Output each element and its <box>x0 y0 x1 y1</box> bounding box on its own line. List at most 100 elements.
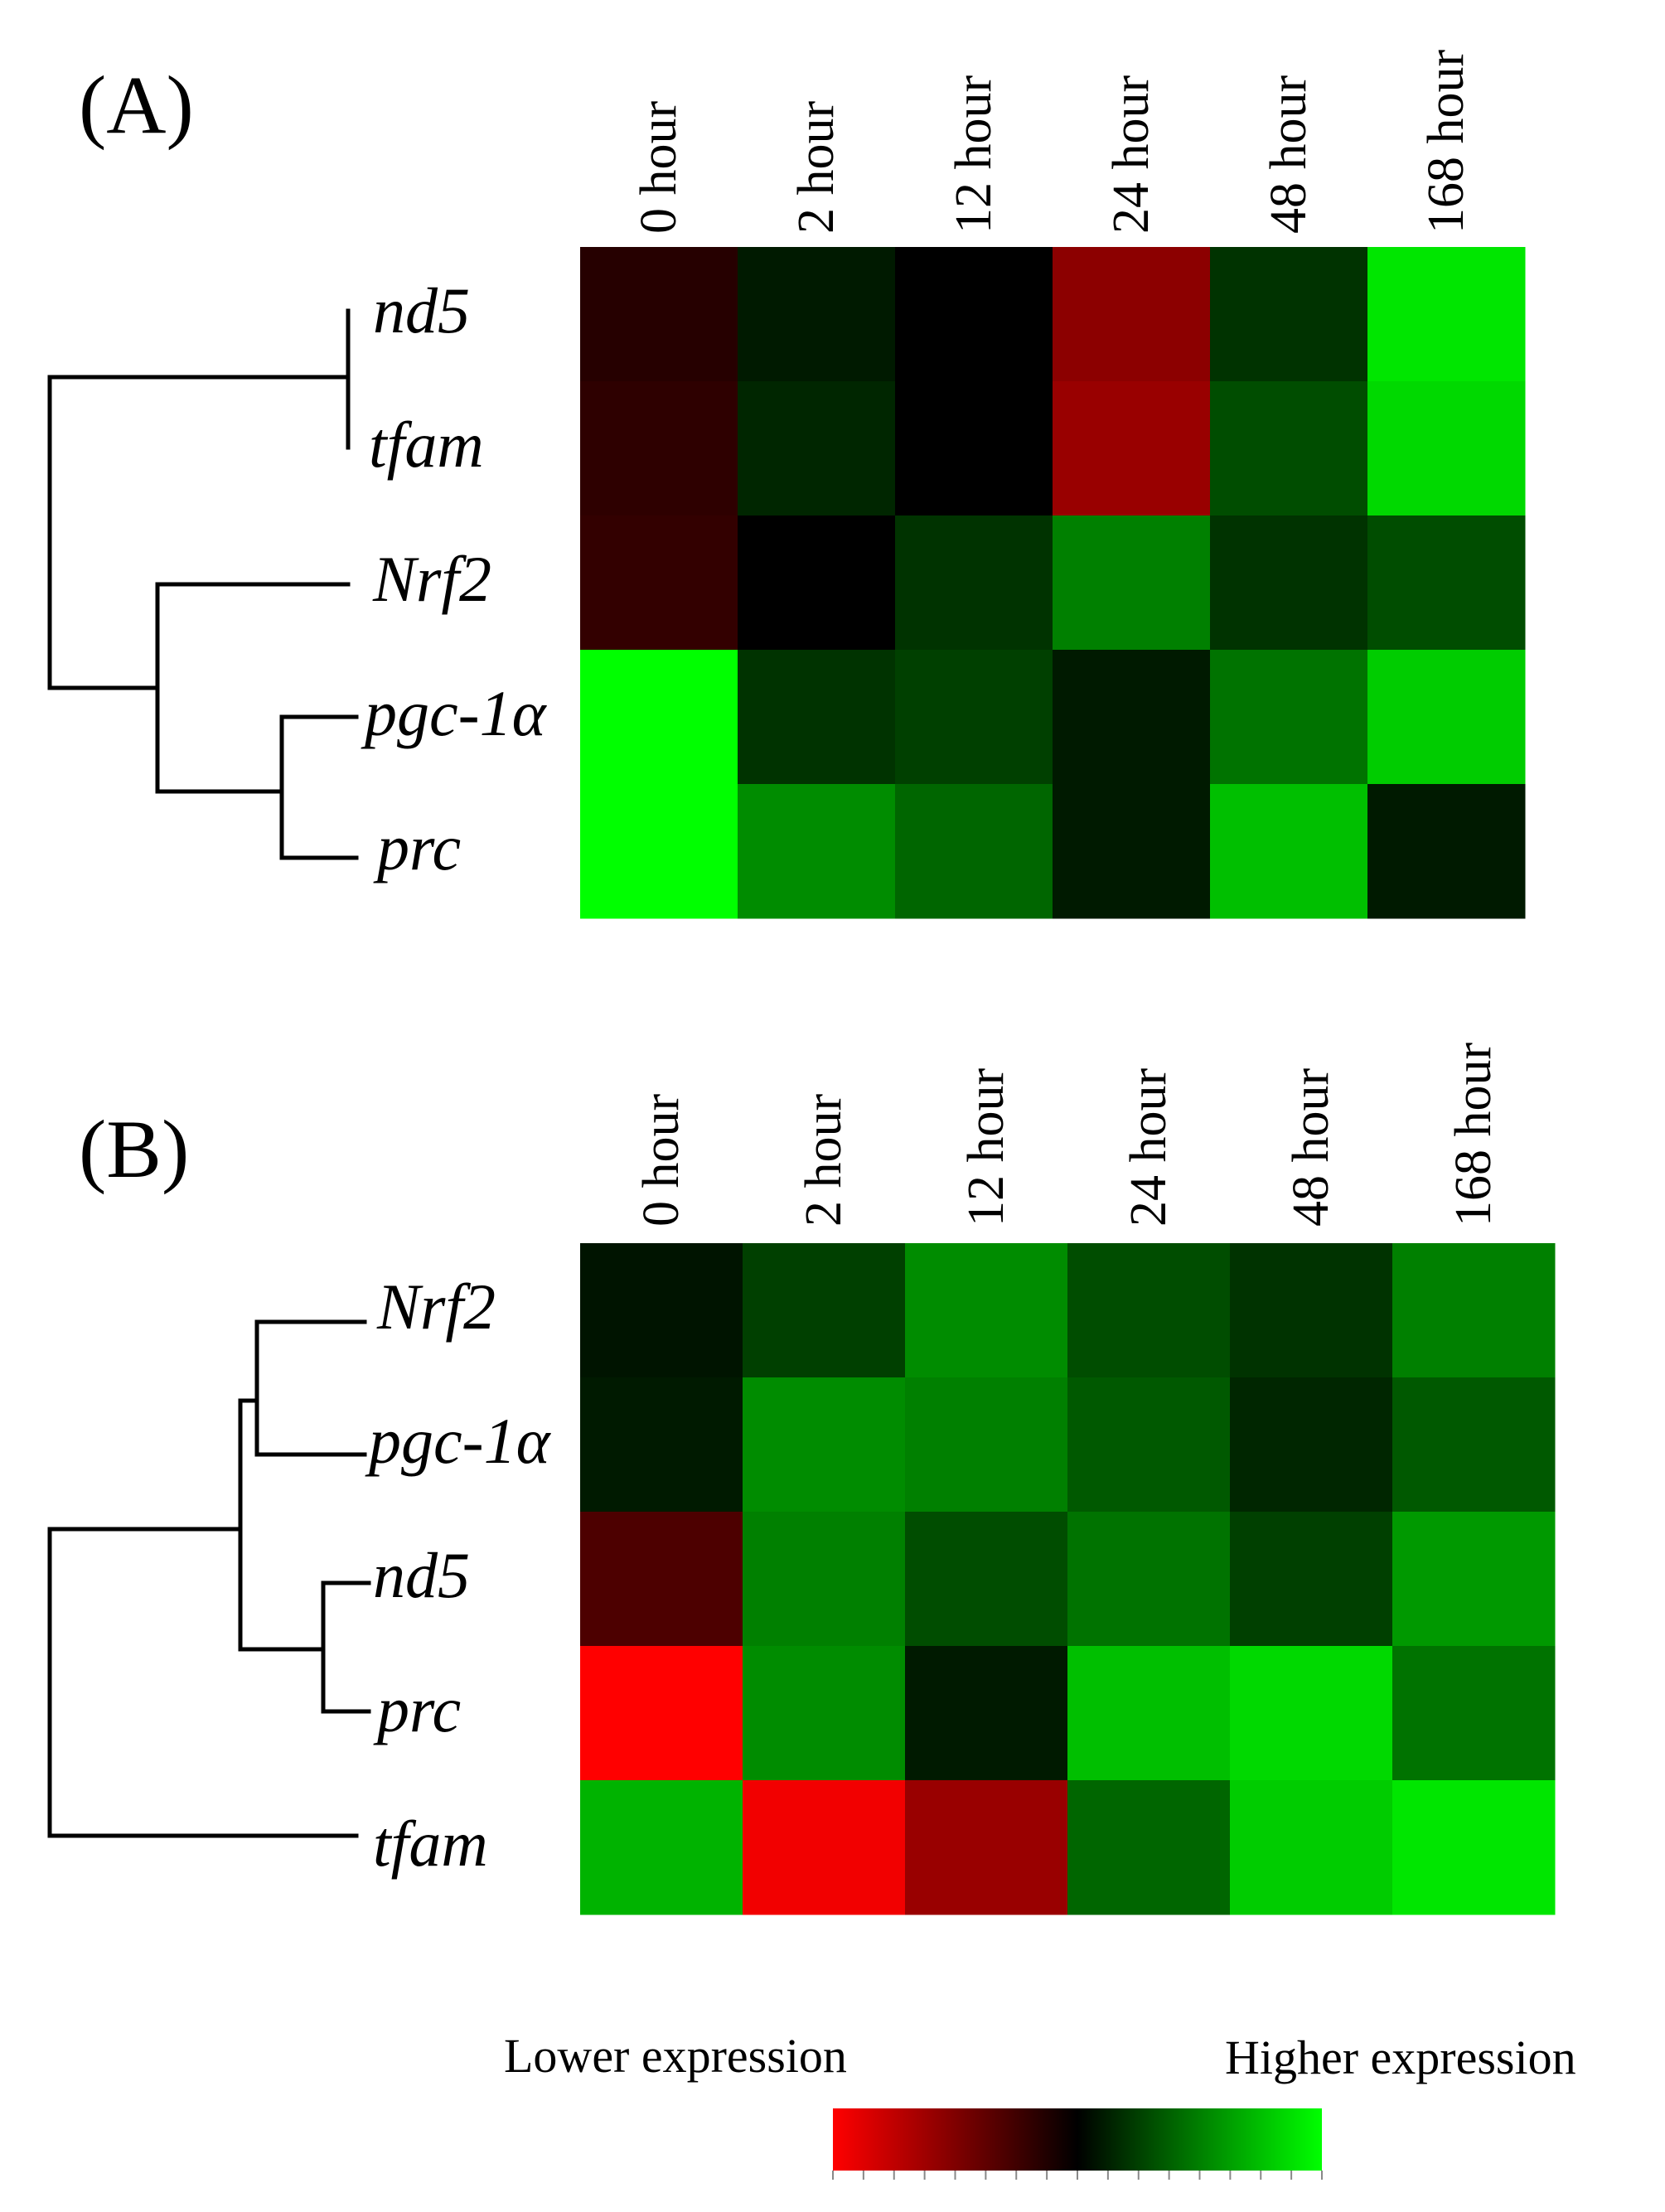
heatmap-cell-a-prc-12-hour <box>895 784 1053 919</box>
heatmap-cell-b-nd5-0-hour <box>580 1512 743 1647</box>
column-label-a-48-hour: 48 hour <box>1261 75 1317 235</box>
heatmap-cell-b-tfam-24-hour <box>1067 1780 1231 1915</box>
heatmap-cell-b-nrf2-24-hour <box>1067 1243 1231 1378</box>
gene-label-b-prc: prc <box>373 1673 461 1745</box>
legend-high-label: Higher expression <box>1225 2030 1576 2084</box>
gene-label-a-nrf2: Nrf2 <box>372 543 491 615</box>
gene-label-a-pgc-1alpha: pgc-1α <box>361 677 548 749</box>
heatmap-cell-a-nd5-2-hour <box>738 247 896 382</box>
panel-b-heatmap-cells <box>580 1243 1556 1915</box>
heatmap-cell-a-tfam-12-hour <box>895 381 1053 516</box>
gene-label-b-nd5: nd5 <box>373 1539 470 1611</box>
heatmap-cell-a-tfam-48-hour <box>1210 381 1368 516</box>
legend-color-bar <box>833 2108 1322 2171</box>
heatmap-cell-a-nd5-12-hour <box>895 247 1053 382</box>
heatmap-cell-b-pgc-1alpha-0-hour <box>580 1377 743 1513</box>
column-label-b-12-hour: 12 hour <box>958 1068 1014 1227</box>
heatmap-cell-b-pgc-1alpha-168-hour <box>1392 1377 1556 1513</box>
column-label-b-0-hour: 0 hour <box>633 1094 690 1227</box>
heatmap-cell-b-tfam-48-hour <box>1230 1780 1393 1915</box>
gene-label-a-tfam: tfam <box>369 409 484 481</box>
column-label-a-24-hour: 24 hour <box>1103 75 1159 235</box>
heatmap-cell-b-prc-48-hour <box>1230 1646 1393 1781</box>
heatmap-cell-a-prc-24-hour <box>1053 784 1211 919</box>
heatmap-cell-b-tfam-168-hour <box>1392 1780 1556 1915</box>
heatmap-cell-b-pgc-1alpha-48-hour <box>1230 1377 1393 1513</box>
heatmap-cell-a-nd5-24-hour <box>1053 247 1211 382</box>
heatmap-cell-a-nrf2-2-hour <box>738 515 896 651</box>
panel-a-dendrogram <box>47 308 359 860</box>
heatmap-cell-a-pgc-1alpha-2-hour <box>738 650 896 785</box>
gene-label-b-tfam: tfam <box>373 1808 488 1880</box>
heatmap-cell-b-prc-168-hour <box>1392 1646 1556 1781</box>
heatmap-cell-b-nd5-2-hour <box>743 1512 906 1647</box>
panel-b-column-labels: 0 hour 2 hour 12 hour 24 hour 48 hour 168 hou… <box>633 1043 1502 1227</box>
gene-label-b-nrf2: Nrf2 <box>376 1271 496 1343</box>
heatmap-cell-a-pgc-1alpha-168-hour <box>1367 650 1526 785</box>
heatmap-cell-a-pgc-1alpha-48-hour <box>1210 650 1368 785</box>
heatmap-cell-b-nrf2-48-hour <box>1230 1243 1393 1378</box>
heatmap-cell-a-nrf2-12-hour <box>895 515 1053 651</box>
heatmap-cell-b-nrf2-12-hour <box>905 1243 1068 1378</box>
column-label-b-24-hour: 24 hour <box>1120 1068 1177 1227</box>
heatmap-cell-a-pgc-1alpha-0-hour <box>580 650 738 785</box>
panel-a: (A) 0 hour 2 hour 12 hour 24 hour 48 hour 168… <box>47 50 1526 919</box>
column-label-a-2-hour: 2 hour <box>788 101 845 235</box>
legend-low-label: Lower expression <box>504 2029 847 2083</box>
color-legend: Lower expression Higher expression <box>504 2029 1576 2180</box>
heatmap-cell-b-prc-12-hour <box>905 1646 1068 1781</box>
heatmap-cell-b-nd5-168-hour <box>1392 1512 1556 1647</box>
heatmap-cell-b-pgc-1alpha-24-hour <box>1067 1377 1231 1513</box>
heatmap-cell-b-nd5-12-hour <box>905 1512 1068 1647</box>
heatmap-cell-b-nrf2-2-hour <box>743 1243 906 1378</box>
heatmap-cell-a-pgc-1alpha-24-hour <box>1053 650 1211 785</box>
heatmap-cell-b-prc-2-hour <box>743 1646 906 1781</box>
heatmap-cell-a-nrf2-0-hour <box>580 515 738 651</box>
heatmap-cell-a-prc-2-hour <box>738 784 896 919</box>
heatmap-cell-b-tfam-0-hour <box>580 1780 743 1915</box>
heatmap-cell-a-prc-48-hour <box>1210 784 1368 919</box>
heatmap-cell-b-nd5-48-hour <box>1230 1512 1393 1647</box>
gene-label-a-prc: prc <box>373 811 461 883</box>
column-label-a-0-hour: 0 hour <box>631 101 687 235</box>
heatmap-cell-a-tfam-0-hour <box>580 381 738 516</box>
heatmap-cell-a-tfam-168-hour <box>1367 381 1526 516</box>
heatmap-cell-a-nd5-0-hour <box>580 247 738 382</box>
column-label-b-48-hour: 48 hour <box>1283 1068 1339 1227</box>
heatmap-cell-a-nd5-48-hour <box>1210 247 1368 382</box>
panel-b: (B) 0 hour 2 hour 12 hour 24 hour 48 hour 168… <box>47 1043 1556 1915</box>
heatmap-cell-b-nrf2-168-hour <box>1392 1243 1556 1378</box>
gene-label-b-pgc-1alpha: pgc-1α <box>365 1405 552 1477</box>
heatmap-cell-a-nd5-168-hour <box>1367 247 1526 382</box>
panel-b-dendrogram <box>47 1319 371 1838</box>
column-label-a-168-hour: 168 hour <box>1418 50 1474 235</box>
panel-a-row-labels: nd5 tfam Nrf2 pgc-1α prc <box>361 274 548 883</box>
heatmap-cell-a-tfam-24-hour <box>1053 381 1211 516</box>
column-label-b-2-hour: 2 hour <box>796 1094 852 1227</box>
heatmap-cell-b-tfam-2-hour <box>743 1780 906 1915</box>
legend-ticks <box>832 2171 1323 2180</box>
heatmap-cell-a-tfam-2-hour <box>738 381 896 516</box>
panel-b-label: (B) <box>79 1103 189 1195</box>
panel-a-heatmap-cells <box>580 247 1526 919</box>
gene-label-a-nd5: nd5 <box>373 274 470 346</box>
column-label-a-12-hour: 12 hour <box>946 75 1002 235</box>
panel-a-column-labels: 0 hour 2 hour 12 hour 24 hour 48 hour 168 hou… <box>631 50 1474 235</box>
heatmap-cell-a-nrf2-168-hour <box>1367 515 1526 651</box>
heatmap-cell-b-nrf2-0-hour <box>580 1243 743 1378</box>
heatmap-cell-a-pgc-1alpha-12-hour <box>895 650 1053 785</box>
panel-b-row-labels: Nrf2 pgc-1α nd5 prc tfam <box>365 1271 552 1880</box>
heatmap-cell-b-pgc-1alpha-12-hour <box>905 1377 1068 1513</box>
heatmap-cell-a-prc-0-hour <box>580 784 738 919</box>
heatmap-cell-b-tfam-12-hour <box>905 1780 1068 1915</box>
column-label-b-168-hour: 168 hour <box>1445 1043 1502 1227</box>
heatmap-cell-b-nd5-24-hour <box>1067 1512 1231 1647</box>
heatmap-cell-a-prc-168-hour <box>1367 784 1526 919</box>
heatmap-cell-b-prc-0-hour <box>580 1646 743 1781</box>
panel-a-label: (A) <box>79 59 194 151</box>
heatmap-cell-a-nrf2-24-hour <box>1053 515 1211 651</box>
heatmap-cell-b-prc-24-hour <box>1067 1646 1231 1781</box>
heatmap-cell-b-pgc-1alpha-2-hour <box>743 1377 906 1513</box>
heatmap-cell-a-nrf2-48-hour <box>1210 515 1368 651</box>
